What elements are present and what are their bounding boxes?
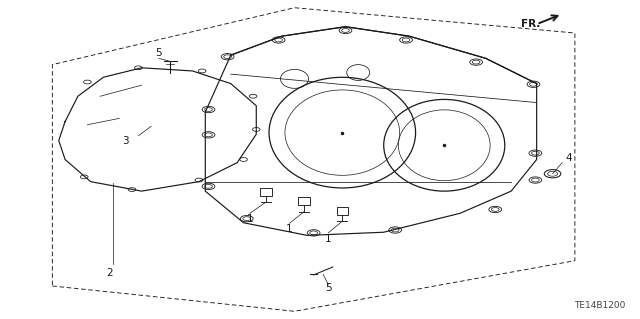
Text: TE14B1200: TE14B1200	[575, 301, 626, 310]
Text: 5: 5	[156, 48, 162, 58]
Text: FR.: FR.	[521, 19, 540, 28]
Text: 3: 3	[122, 136, 129, 145]
Text: 1: 1	[286, 224, 292, 234]
Text: 2: 2	[106, 268, 113, 278]
Text: 1: 1	[325, 234, 332, 243]
Text: 5: 5	[325, 283, 332, 293]
Text: 1: 1	[246, 214, 253, 224]
Text: 4: 4	[565, 153, 572, 163]
